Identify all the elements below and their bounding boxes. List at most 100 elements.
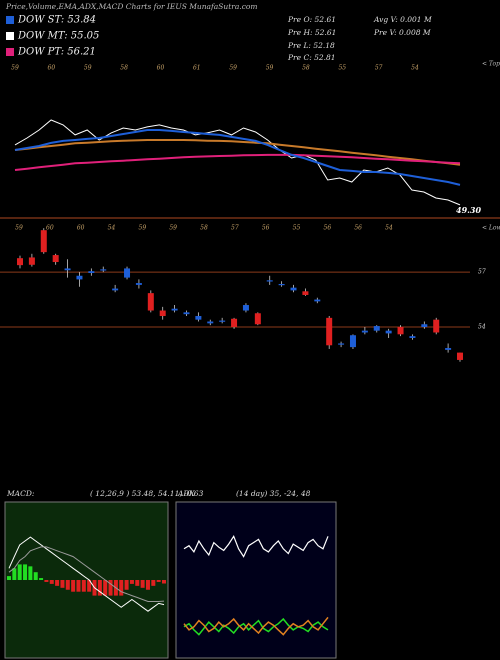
lows-label: 59 xyxy=(15,225,23,232)
candle-body xyxy=(302,291,309,295)
histogram-bar xyxy=(71,580,76,592)
histogram-bar xyxy=(12,568,17,580)
tops-label: 59 xyxy=(229,65,237,72)
lows-label: 56 xyxy=(354,225,362,232)
lows-label: 60 xyxy=(77,225,85,232)
candle-body xyxy=(100,269,107,271)
candle-body xyxy=(361,330,368,333)
candle-body xyxy=(112,288,119,291)
tops-label: 57 xyxy=(375,65,383,72)
legend-swatch xyxy=(6,16,14,24)
histogram-bar xyxy=(39,578,44,580)
stat: Pre L: 52.18 xyxy=(287,41,335,50)
page-title: Price,Volume,EMA,ADX,MACD Charts for IEU… xyxy=(5,2,258,11)
histogram-bar xyxy=(124,580,129,590)
legend-label: DOW ST: 53.84 xyxy=(17,15,96,26)
candle-body xyxy=(278,283,285,286)
candle-body xyxy=(147,293,154,311)
lows-label: 56 xyxy=(324,225,332,232)
adx-line xyxy=(183,616,329,636)
candle-body xyxy=(397,326,404,335)
candle-body xyxy=(219,320,226,322)
histogram-bar xyxy=(151,580,156,586)
tops-label: 58 xyxy=(120,65,128,72)
histogram-bar xyxy=(7,576,11,580)
y-tick-label: 57 xyxy=(478,269,486,276)
candle-body xyxy=(40,230,47,253)
candle-body xyxy=(290,287,297,291)
tops-label: 58 xyxy=(302,65,310,72)
candle-body xyxy=(17,258,23,266)
series-line xyxy=(14,129,461,186)
histogram-bar xyxy=(76,580,81,592)
histogram-bar xyxy=(145,580,150,590)
tops-label: 59 xyxy=(84,65,92,72)
tops-label: 54 xyxy=(411,65,419,72)
candle-body xyxy=(254,313,261,325)
candle-body xyxy=(159,310,166,317)
tops-label: 60 xyxy=(157,65,165,72)
tops-title: < Tops xyxy=(482,61,500,68)
legend-label: DOW MT: 55.05 xyxy=(17,31,99,42)
stat: Pre O: 52.61 xyxy=(287,15,336,24)
panel xyxy=(175,501,337,659)
panel-title: MACD: xyxy=(6,489,35,498)
histogram-bar xyxy=(28,566,33,580)
candle-body xyxy=(242,305,249,311)
lows-label: 59 xyxy=(169,225,177,232)
histogram-bar xyxy=(44,580,49,582)
histogram-bar xyxy=(65,580,70,590)
histogram-bar xyxy=(103,580,108,596)
tops-label: 59 xyxy=(11,65,19,72)
candle-body xyxy=(135,283,142,285)
series-line xyxy=(14,153,461,171)
candle-body xyxy=(326,317,333,346)
candle-body xyxy=(457,352,463,360)
series-line xyxy=(14,139,461,166)
lows-label: 59 xyxy=(139,225,147,232)
lows-label: 60 xyxy=(46,225,54,232)
legend-swatch xyxy=(6,32,14,40)
histogram-bar xyxy=(81,580,86,592)
lows-label: 58 xyxy=(200,225,208,232)
candle-body xyxy=(433,319,440,333)
panel-subtitle: ( 12,26,9 ) 53.48, 54.11, -0.63 xyxy=(90,489,204,498)
y-tick-label: 54 xyxy=(478,323,486,330)
adx-line xyxy=(183,617,329,636)
legend-swatch xyxy=(6,48,14,56)
histogram-bar xyxy=(23,564,28,580)
candle-body xyxy=(52,255,59,263)
histogram-bar xyxy=(108,580,113,596)
candle-body xyxy=(171,308,178,311)
lows-label: 57 xyxy=(231,225,239,232)
histogram-bar xyxy=(162,580,166,584)
histogram-bar xyxy=(156,580,161,582)
stat: Pre C: 52.81 xyxy=(287,53,336,62)
histogram-bar xyxy=(87,580,92,592)
stat: Pre H: 52.61 xyxy=(287,28,336,37)
candle-body xyxy=(231,318,238,327)
histogram-bar xyxy=(33,572,38,580)
candle-body xyxy=(28,257,35,265)
candle-body xyxy=(64,268,71,271)
candle-body xyxy=(183,312,190,315)
lows-label: 54 xyxy=(108,225,116,232)
candle-body xyxy=(421,324,428,327)
histogram-bar xyxy=(140,580,145,588)
lows-label: 54 xyxy=(385,225,393,232)
histogram-bar xyxy=(135,580,140,586)
lows-label: 56 xyxy=(262,225,270,232)
histogram-bar xyxy=(55,580,60,586)
adx-line xyxy=(183,534,329,558)
tops-label: 59 xyxy=(266,65,274,72)
tops-label: 55 xyxy=(338,65,346,72)
candle-body xyxy=(338,343,345,345)
macd-line xyxy=(8,536,165,612)
candle-body xyxy=(195,316,202,320)
histogram-bar xyxy=(119,580,124,596)
lows-label: 55 xyxy=(293,225,301,232)
candle-body xyxy=(266,280,273,282)
reference-label: 49.30 xyxy=(456,205,481,215)
histogram-bar xyxy=(129,580,134,584)
lows-title: < Lows xyxy=(482,225,500,232)
